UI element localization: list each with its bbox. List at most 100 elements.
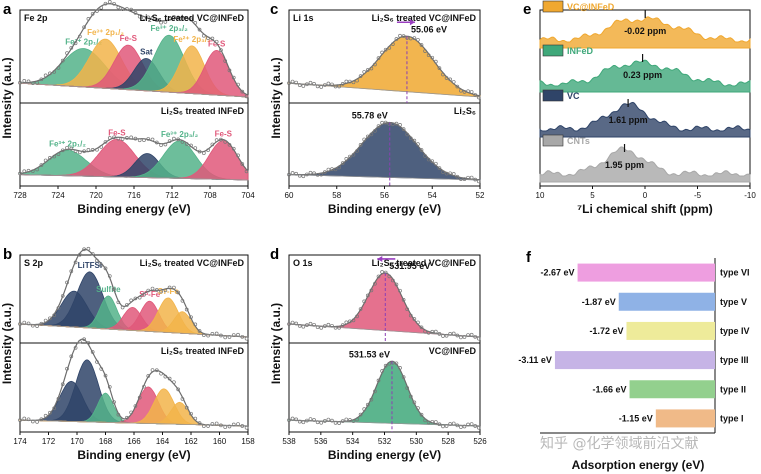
- core-level-title: O 1s: [293, 258, 313, 268]
- data-point: [82, 337, 86, 342]
- x-axis-label: Binding energy (eV): [77, 448, 190, 462]
- data-point: [294, 321, 299, 326]
- data-point: [391, 42, 395, 46]
- panel-letter: f: [526, 249, 532, 266]
- data-point: [43, 318, 48, 323]
- data-point: [337, 165, 341, 170]
- data-point: [56, 396, 61, 401]
- data-point: [129, 298, 133, 303]
- data-point: [330, 418, 334, 423]
- data-point: [355, 78, 359, 83]
- bar-type-VI: [577, 263, 715, 282]
- data-point: [451, 331, 456, 336]
- data-point: [369, 132, 374, 137]
- peak-label: Fe³⁺ 2p₁/₂: [65, 38, 102, 47]
- data-point: [107, 385, 112, 389]
- data-point: [210, 142, 215, 147]
- data-point: [120, 305, 125, 310]
- data-point: [137, 395, 142, 400]
- data-point: [150, 368, 155, 372]
- data-point: [412, 138, 417, 143]
- x-tick-label: 526: [473, 437, 487, 446]
- data-point: [337, 421, 341, 426]
- data-point: [112, 400, 116, 404]
- data-point: [56, 306, 61, 310]
- data-point: [184, 307, 189, 312]
- data-point: [163, 288, 168, 293]
- data-point: [52, 313, 57, 318]
- x-tick-label: 174: [13, 437, 27, 446]
- data-point: [86, 246, 91, 251]
- data-point: [236, 82, 240, 87]
- peak-label: LiTFSI: [78, 261, 102, 270]
- data-point: [244, 169, 249, 174]
- data-point: [35, 324, 39, 328]
- data-point: [201, 333, 206, 338]
- data-point: [301, 174, 306, 179]
- data-point: [344, 417, 349, 422]
- x-tick-label: 52: [476, 191, 485, 200]
- y-axis-label: Intensity (a.u.): [0, 303, 14, 384]
- x-tick-label: 728: [13, 191, 27, 200]
- data-point: [210, 332, 215, 336]
- data-point: [172, 136, 176, 141]
- shift-value-label: 1.61 ppm: [609, 115, 648, 125]
- data-point: [441, 72, 445, 77]
- data-point: [423, 49, 427, 53]
- data-point: [60, 382, 65, 387]
- data-point: [52, 154, 57, 159]
- peak-label: Fe-S: [108, 128, 126, 137]
- data-point: [380, 50, 384, 55]
- data-point: [26, 417, 31, 422]
- subplot-label: Li₂S₆ treated VC@INFeD: [140, 258, 245, 268]
- data-point: [466, 422, 470, 427]
- x-tick-label: 166: [127, 437, 141, 446]
- data-point: [167, 17, 172, 21]
- data-point: [348, 319, 352, 324]
- data-point: [159, 20, 163, 25]
- data-point: [333, 420, 338, 425]
- x-tick-label: 168: [99, 437, 113, 446]
- peak-label: Fe-S: [215, 130, 233, 139]
- category-label: type V: [720, 297, 747, 307]
- subplot-label: Li₂S₆ treated VC@INFeD: [372, 258, 477, 268]
- data-point: [39, 321, 44, 326]
- data-point: [163, 20, 168, 24]
- data-point: [90, 148, 95, 152]
- bar-value-label: -1.87 eV: [582, 297, 616, 307]
- subplot-label: Li₂S₆ treated VC@INFeD: [140, 13, 245, 23]
- bar-value-label: -2.67 eV: [541, 268, 575, 278]
- x-tick-label: 56: [380, 191, 389, 200]
- data-point: [444, 333, 449, 338]
- data-point: [193, 21, 198, 25]
- data-point: [99, 367, 104, 371]
- shift-value-label: 0.23 ppm: [623, 70, 662, 80]
- data-point: [337, 325, 341, 330]
- bar-type-IV: [626, 321, 715, 340]
- panel-letter: e: [523, 1, 531, 18]
- data-point: [133, 11, 138, 15]
- data-point: [297, 324, 302, 328]
- data-point: [180, 298, 185, 303]
- data-point: [423, 154, 427, 158]
- data-point: [476, 336, 481, 341]
- data-point: [184, 405, 189, 410]
- data-point: [30, 419, 35, 424]
- data-point: [315, 84, 320, 89]
- data-point: [116, 412, 121, 417]
- data-point: [231, 75, 236, 80]
- data-point: [473, 424, 478, 428]
- data-point: [373, 62, 377, 67]
- y-axis-label: Intensity (a.u.): [269, 57, 283, 138]
- data-point: [125, 136, 129, 140]
- data-point: [287, 418, 291, 423]
- spectrum-fill: [539, 101, 751, 138]
- data-point: [369, 397, 374, 402]
- data-point: [412, 36, 417, 40]
- data-point: [77, 34, 82, 39]
- x-tick-label: 162: [184, 437, 198, 446]
- data-point: [319, 325, 324, 330]
- peak-label: Fe²⁺ 2p₃/₂: [173, 35, 211, 44]
- data-point: [473, 177, 478, 182]
- data-point: [180, 397, 185, 401]
